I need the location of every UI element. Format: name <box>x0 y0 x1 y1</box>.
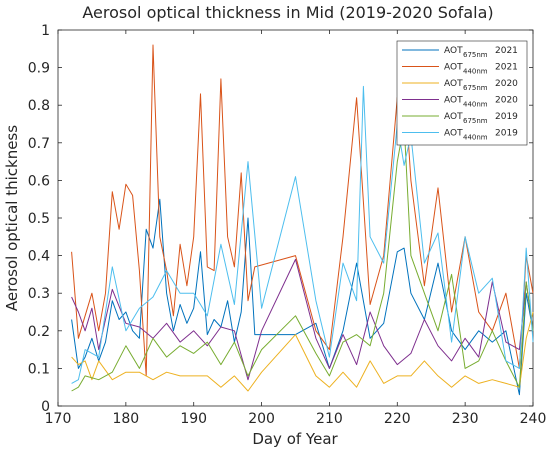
legend-label-year: 2019 <box>495 112 518 122</box>
series-line-aot675nm-2019 <box>71 123 534 392</box>
y-axis-title: Aerosol optical thickness <box>3 125 21 311</box>
y-tick-label: 0.2 <box>28 324 50 340</box>
x-axis-title: Day of Year <box>252 430 338 448</box>
legend-label-year: 2019 <box>495 129 518 139</box>
legend-label-main: AOT <box>444 63 463 73</box>
y-tick-label: 0.4 <box>28 249 50 265</box>
y-tick-label: 0.3 <box>28 286 50 302</box>
legend-label-year: 2020 <box>495 79 518 89</box>
x-tick-label: 170 <box>45 411 72 427</box>
legend-label-subscript: 675nm <box>463 84 488 92</box>
legend-label-year: 2021 <box>495 46 518 56</box>
y-tick-label: 0.8 <box>28 98 50 114</box>
chart-title: Aerosol optical thickness in Mid (2019-2… <box>82 3 493 22</box>
y-tick-label: 0.5 <box>28 211 50 227</box>
legend-label-main: AOT <box>444 129 463 139</box>
x-tick-label: 220 <box>384 411 411 427</box>
series-line-aot440nm-2019 <box>71 85 534 384</box>
legend-label-subscript: 675nm <box>463 117 488 125</box>
legend-label-subscript: 440nm <box>463 134 488 142</box>
x-tick-label: 230 <box>452 411 479 427</box>
series-line-aot440nm-2020 <box>71 258 534 381</box>
legend-label-subscript: 440nm <box>463 101 488 109</box>
series-line-aot440nm-2021 <box>71 44 534 377</box>
series-line-aot675nm-2020 <box>71 311 534 392</box>
legend-label-main: AOT <box>444 79 463 89</box>
legend-label-subscript: 440nm <box>463 68 488 76</box>
y-tick-label: 0 <box>41 399 50 415</box>
legend-label-main: AOT <box>444 96 463 106</box>
x-tick-label: 240 <box>520 411 547 427</box>
axis-ticks: 170 180 190 200 210 220 230 240 0 0.1 0.2 0.3 0.4 0.5… <box>28 23 547 427</box>
series-lines <box>71 44 534 396</box>
y-tick-label: 0.6 <box>28 173 50 189</box>
x-tick-label: 180 <box>112 411 139 427</box>
y-tick-label: 1 <box>41 23 50 39</box>
y-tick-label: 0.7 <box>28 136 50 152</box>
x-tick-label: 210 <box>316 411 343 427</box>
legend-label-main: AOT <box>444 112 463 122</box>
y-tick-label: 0.9 <box>28 61 50 77</box>
legend-label-main: AOT <box>444 46 463 56</box>
x-tick-label: 190 <box>180 411 207 427</box>
series-line-aot675nm-2021 <box>71 198 534 396</box>
y-tick-label: 0.1 <box>28 361 50 377</box>
legend-label-year: 2020 <box>495 96 518 106</box>
legend-label-year: 2021 <box>495 63 518 73</box>
legend-box <box>396 40 528 146</box>
legend-label-subscript: 675nm <box>463 51 488 59</box>
x-tick-label: 200 <box>248 411 275 427</box>
